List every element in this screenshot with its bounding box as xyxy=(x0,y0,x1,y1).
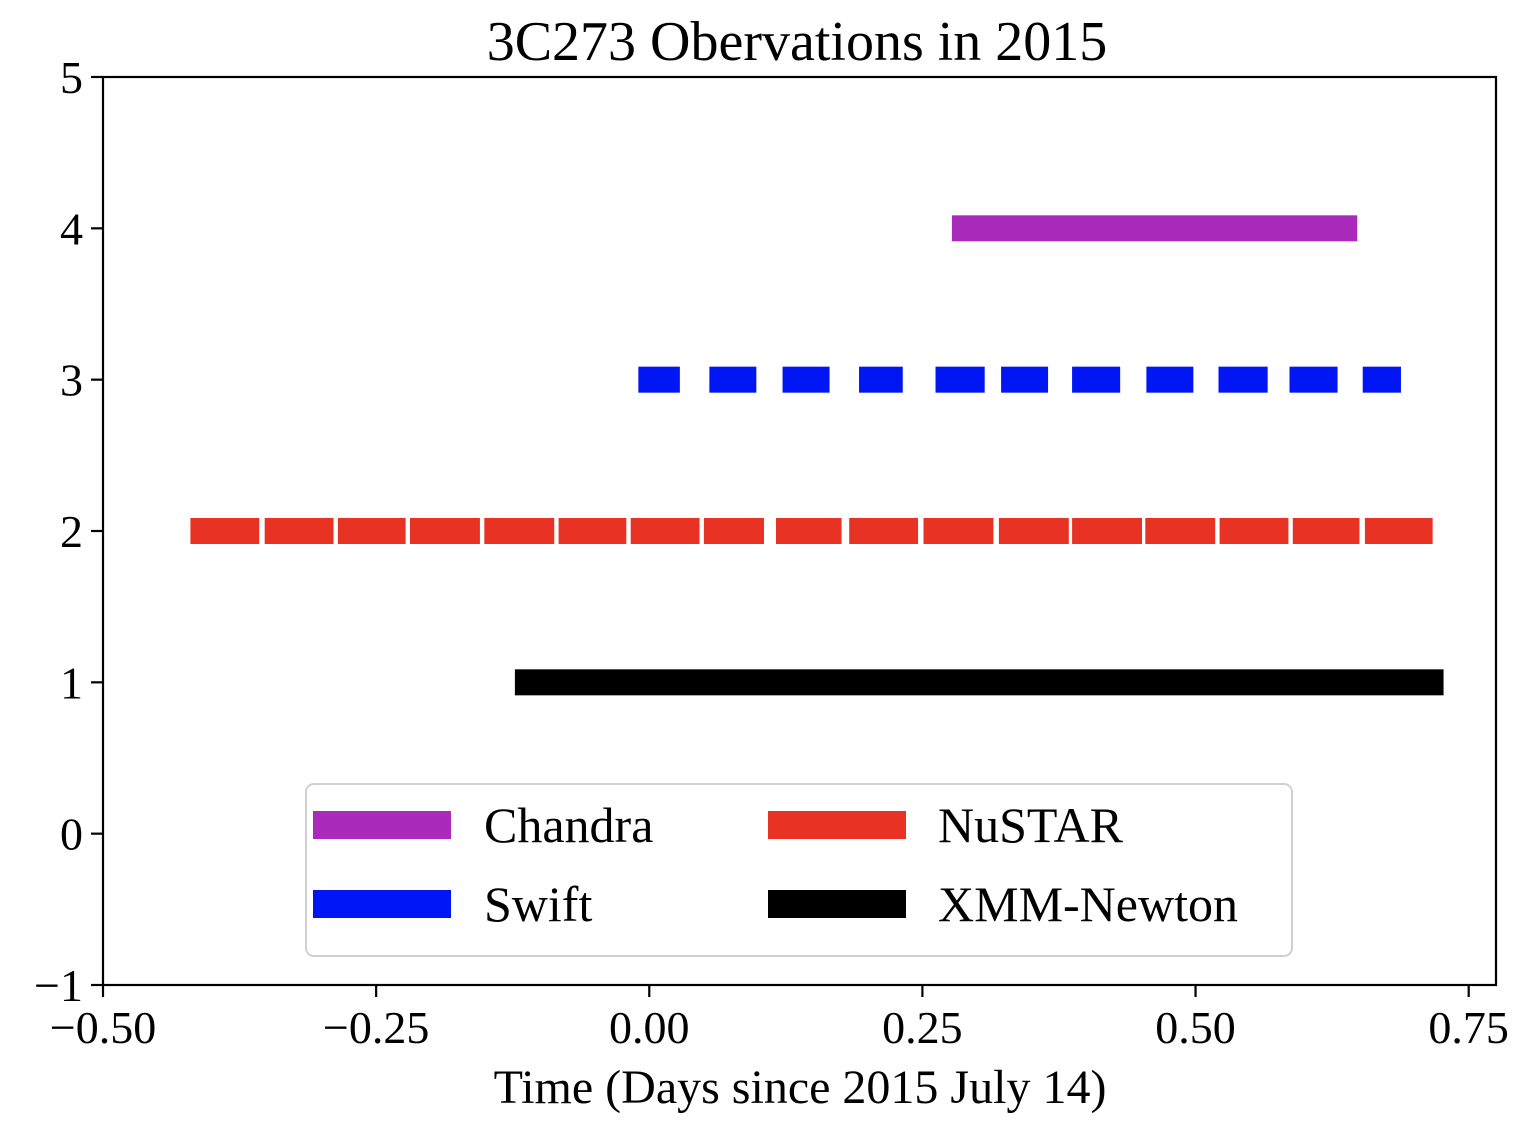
axis-ticks: −0.50 −0.25 0.00 0.25 0.50 0.75 −1 0 1 2 3 4 5 xyxy=(34,52,1509,1053)
plot-frame xyxy=(101,75,1498,987)
legend-handle-chandra xyxy=(313,811,451,839)
nustar-observation-segment xyxy=(1145,518,1216,544)
nustar-observation-segment xyxy=(484,518,555,544)
legend-handle-nustar xyxy=(768,811,906,839)
x-tick-label: 0.00 xyxy=(609,1002,690,1053)
nustar-observation-segment xyxy=(410,518,480,544)
swift-observation-segment xyxy=(859,366,903,393)
nustar-observation-segment xyxy=(1364,518,1433,544)
legend-handle-swift xyxy=(313,890,451,918)
x-tick-label: −0.25 xyxy=(323,1002,429,1053)
nustar-observation-segment xyxy=(558,518,627,544)
y-tick-label: 1 xyxy=(60,657,83,708)
y-tick-label: −1 xyxy=(34,960,83,1011)
legend-label-nustar: NuSTAR xyxy=(938,797,1124,853)
nustar-observation-segment xyxy=(1072,518,1143,544)
nustar-observation-segment xyxy=(998,518,1069,544)
nustar-observation-segment xyxy=(264,518,334,544)
x-axis-label: Time (Days since 2015 July 14) xyxy=(494,1061,1107,1114)
swift-observation-segment xyxy=(1218,366,1268,393)
nustar-observation-segment xyxy=(337,518,406,544)
plot-marks xyxy=(190,215,1444,696)
legend-label-xmm-newton: XMM-Newton xyxy=(938,876,1238,932)
legend-handle-xmm-newton xyxy=(768,890,906,918)
nustar-observation-segment xyxy=(849,518,919,544)
nustar-observation-segment xyxy=(1292,518,1360,544)
legend: Chandra Swift NuSTAR XMM-Newton xyxy=(305,783,1293,957)
x-tick-label: 0.75 xyxy=(1428,1002,1509,1053)
y-tick-label: 4 xyxy=(60,203,83,254)
y-tick-label: 0 xyxy=(60,809,83,860)
nustar-observation-segment xyxy=(190,518,260,544)
x-tick-label: 0.50 xyxy=(1155,1002,1236,1053)
nustar-observation-segment xyxy=(630,518,700,544)
nustar-observation-segment xyxy=(923,518,994,544)
legend-box xyxy=(305,783,1293,957)
chart-title: 3C273 Obervations in 2015 xyxy=(487,11,1108,73)
swift-observation-segment xyxy=(709,366,757,393)
y-tick-label: 2 xyxy=(60,506,83,557)
swift-observation-segment xyxy=(782,366,830,393)
swift-observation-segment xyxy=(1072,366,1121,393)
nustar-observation-segment xyxy=(1219,518,1289,544)
y-tick-label: 3 xyxy=(60,355,83,406)
y-tick-label: 5 xyxy=(60,52,83,103)
swift-observation-segment xyxy=(1001,366,1049,393)
swift-observation-segment xyxy=(935,366,985,393)
legend-label-chandra: Chandra xyxy=(484,797,653,853)
x-tick-label: −0.50 xyxy=(50,1002,156,1053)
x-tick-label: 0.25 xyxy=(882,1002,963,1053)
nustar-observation-segment xyxy=(776,518,842,544)
xmm-newton-observation-segment xyxy=(514,669,1444,696)
swift-observation-segment xyxy=(1146,366,1194,393)
swift-observation-segment xyxy=(638,366,680,393)
swift-observation-segment xyxy=(1289,366,1338,393)
legend-label-swift: Swift xyxy=(484,876,592,932)
chandra-observation-segment xyxy=(951,215,1358,242)
swift-observation-segment xyxy=(1362,366,1401,393)
nustar-observation-segment xyxy=(703,518,764,544)
